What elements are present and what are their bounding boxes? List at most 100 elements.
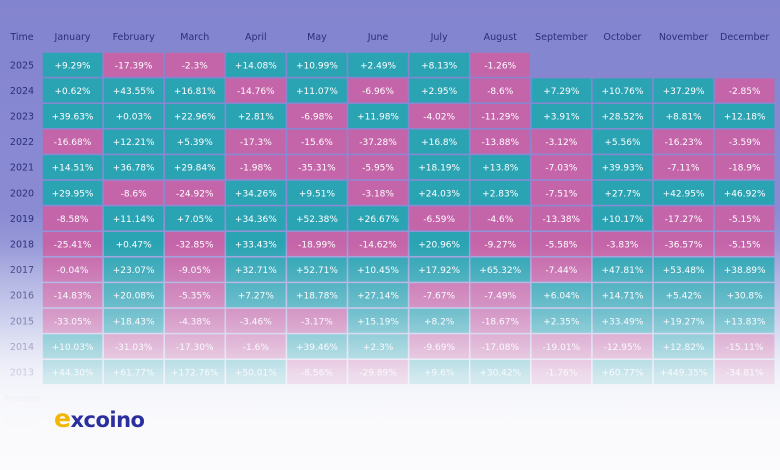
cell-value-2017-8: +65.32% <box>479 266 521 276</box>
cell-value-2023-10: +28.52% <box>602 113 644 123</box>
cell-value-2023-9: +3.91% <box>543 113 580 123</box>
cell-value-2024-2: +43.55% <box>113 87 155 97</box>
row-label-2022: 2022 <box>10 137 34 148</box>
cell-value-2024-6: -6.96% <box>362 87 394 97</box>
cell-value-2021-9: -7.03% <box>545 164 577 174</box>
cell-value-2021-5: -35.31% <box>298 164 336 174</box>
cell-value-2021-2: +36.78% <box>113 164 155 174</box>
cell-value-2022-6: -37.28% <box>359 138 397 148</box>
cell-value-2025-8: -1.26% <box>484 61 516 71</box>
cell-value-2013-12: -34.81% <box>726 369 764 379</box>
cell-value-2023-11: +8.81% <box>665 113 702 123</box>
cell-value-2013-10: +60.77% <box>602 369 644 379</box>
cell-value-2017-11: +53.48% <box>663 266 705 276</box>
cell-value-2018-4: +33.43% <box>235 241 277 251</box>
cell-value-2016-10: +14.71% <box>602 292 644 302</box>
cell-value-2015-8: -18.67% <box>481 317 519 327</box>
cell-value-2013-8: +30.42% <box>479 369 521 379</box>
cell-value-2022-9: -3.12% <box>545 138 577 148</box>
cell-value-2014-11: +12.82% <box>663 343 705 353</box>
cell-value-2016-2: +20.08% <box>113 292 155 302</box>
logo-text: xcoino <box>70 408 145 432</box>
cell-value-2025-1: +9.29% <box>54 61 91 71</box>
cell-value-2023-7: -4.02% <box>423 113 455 123</box>
cell-value-2013-5: -8.56% <box>301 369 333 379</box>
cell-value-2017-4: +32.71% <box>235 266 277 276</box>
cell-value-2022-7: +16.8% <box>421 138 458 148</box>
cell-value-2015-5: -3.17% <box>301 317 333 327</box>
column-header-november: November <box>659 32 709 43</box>
cell-value-2023-1: +39.63% <box>52 113 94 123</box>
cell-value-2020-8: +2.83% <box>482 189 519 199</box>
cell-value-2020-3: -24.92% <box>176 189 214 199</box>
cell-value-2016-9: +6.04% <box>543 292 580 302</box>
cell-value-2018-5: -18.99% <box>298 241 336 251</box>
cell-value-2024-5: +11.07% <box>296 87 338 97</box>
cell-value-2016-5: +18.78% <box>296 292 338 302</box>
cell-value-2019-6: +26.67% <box>357 215 399 225</box>
cell-value-2016-3: -5.35% <box>179 292 211 302</box>
cell-value-2025-6: +2.49% <box>360 61 397 71</box>
cell-value-2013-11: +449.35% <box>660 369 708 379</box>
cell-value-2023-5: -6.98% <box>301 113 333 123</box>
cell-value-2014-12: -15.11% <box>726 343 764 353</box>
cell-value-2020-11: +42.95% <box>663 189 705 199</box>
cell-value-2018-10: -3.83% <box>607 241 639 251</box>
cell-value-2014-5: +39.46% <box>296 343 338 353</box>
cell-value-2020-4: +34.26% <box>235 189 277 199</box>
brand-logo[interactable]: excoino <box>54 404 145 433</box>
column-header-february: February <box>113 32 155 43</box>
cell-value-2016-8: -7.49% <box>484 292 516 302</box>
column-header-september: September <box>535 32 588 43</box>
summary-row-label-median: Median <box>6 420 39 430</box>
cell-value-2014-8: -17.08% <box>481 343 519 353</box>
cell-value-2023-6: +11.98% <box>357 113 399 123</box>
cell-value-2013-1: +44.30% <box>52 369 94 379</box>
cell-value-2017-3: -9.05% <box>179 266 211 276</box>
cell-value-2013-9: -1.76% <box>545 369 577 379</box>
cell-value-2022-5: -15.6% <box>301 138 333 148</box>
cell-value-2014-1: +10.03% <box>52 343 94 353</box>
cell-value-2022-11: -16.23% <box>665 138 703 148</box>
cell-value-2016-11: +5.42% <box>665 292 702 302</box>
cell-value-2020-5: +9.51% <box>299 189 336 199</box>
cell-value-2021-12: -18.9% <box>729 164 761 174</box>
cell-value-2017-7: +17.92% <box>418 266 460 276</box>
row-label-2020: 2020 <box>10 188 34 199</box>
cell-value-2018-3: -32.85% <box>176 241 214 251</box>
cell-value-2020-12: +46.92% <box>724 189 766 199</box>
cell-value-2020-6: -3.18% <box>362 189 394 199</box>
cell-value-2024-9: +7.29% <box>543 87 580 97</box>
cell-value-2016-7: -7.67% <box>423 292 455 302</box>
cell-value-2021-4: -1.98% <box>240 164 272 174</box>
cell-value-2024-7: +2.95% <box>421 87 458 97</box>
cell-value-2023-4: +2.81% <box>238 113 275 123</box>
cell-value-2017-9: -7.44% <box>545 266 577 276</box>
cell-value-2018-11: -36.57% <box>665 241 703 251</box>
cell-value-2024-3: +16.81% <box>174 87 216 97</box>
cell-value-2017-12: +38.89% <box>724 266 766 276</box>
cell-value-2019-8: -4.6% <box>487 215 514 225</box>
cell-value-2014-2: -31.03% <box>115 343 153 353</box>
cell-value-2017-6: +10.45% <box>357 266 399 276</box>
cell-value-2016-4: +7.27% <box>238 292 275 302</box>
cell-value-2022-1: -16.68% <box>54 138 92 148</box>
cell-value-2025-3: -2.3% <box>182 61 209 71</box>
row-label-2021: 2021 <box>10 163 34 174</box>
cell-value-2014-7: -9.69% <box>423 343 455 353</box>
cell-value-2019-4: +34.36% <box>235 215 277 225</box>
cell-value-2016-12: +30.8% <box>727 292 764 302</box>
summary-row-label-average: Average <box>4 394 41 404</box>
cell-value-2023-12: +12.18% <box>724 113 766 123</box>
row-label-2023: 2023 <box>10 112 34 123</box>
column-header-october: October <box>603 32 641 43</box>
cell-value-2020-7: +24.03% <box>418 189 460 199</box>
cell-value-2019-5: +52.38% <box>296 215 338 225</box>
cell-value-2015-9: +2.35% <box>543 317 580 327</box>
cell-value-2020-10: +27.7% <box>604 189 641 199</box>
cell-value-2015-2: +18.43% <box>113 317 155 327</box>
cell-value-2023-8: -11.29% <box>481 113 519 123</box>
cell-value-2015-10: +33.49% <box>602 317 644 327</box>
cell-value-2021-7: +18.19% <box>418 164 460 174</box>
cell-value-2019-2: +11.14% <box>113 215 155 225</box>
